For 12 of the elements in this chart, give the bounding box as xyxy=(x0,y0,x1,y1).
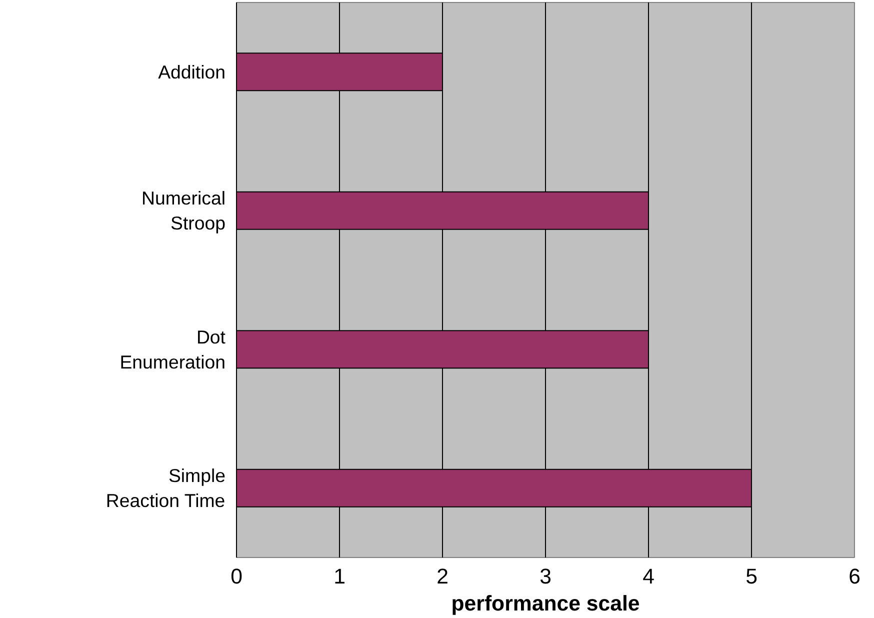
x-tick-label: 3 xyxy=(540,564,552,588)
x-tick-label: 5 xyxy=(746,564,758,588)
y-tick-label: Simple Reaction Time xyxy=(106,465,226,512)
y-tick-label: Numerical Stroop xyxy=(142,188,226,234)
x-tick-label: 0 xyxy=(230,564,243,588)
x-tick-label: 2 xyxy=(436,564,448,588)
y-tick-label: Addition xyxy=(158,61,226,82)
y-tick-label: Dot Enumeration xyxy=(120,326,226,372)
x-tick-label: 6 xyxy=(848,564,860,588)
x-axis-title: performance scale xyxy=(451,592,640,616)
x-tick-label: 4 xyxy=(642,564,655,588)
x-tick-label: 1 xyxy=(334,564,346,588)
